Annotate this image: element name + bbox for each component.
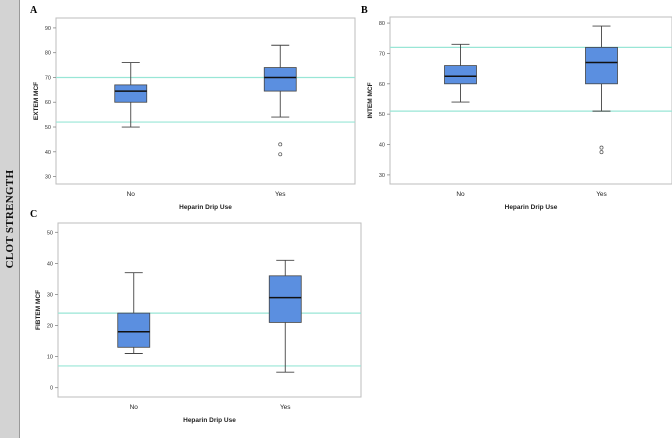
y-axis-title: FIBTEM MCF xyxy=(35,290,42,330)
x-category-label: No xyxy=(456,191,465,198)
y-tick-label: 60 xyxy=(45,100,51,106)
y-tick-label: 50 xyxy=(47,230,53,236)
plot-frame xyxy=(57,222,362,398)
y-tick-label: 30 xyxy=(47,292,53,298)
y-tick-label: 40 xyxy=(379,143,385,149)
x-category-label: No xyxy=(130,404,139,411)
outlier-point xyxy=(278,152,283,157)
box-iqr xyxy=(263,67,297,92)
x-category-label: No xyxy=(127,191,136,198)
panel-letter-b: B xyxy=(361,5,368,16)
x-axis-title: Heparin Drip Use xyxy=(179,204,232,211)
panel-letter-a: A xyxy=(30,5,38,16)
y-tick-label: 20 xyxy=(47,324,53,330)
side-label: CLOT STRENGTH xyxy=(4,169,16,269)
y-tick-label: 30 xyxy=(45,175,51,181)
y-tick-label: 60 xyxy=(379,82,385,88)
x-axis-title: Heparin Drip Use xyxy=(183,417,236,424)
plot-frame xyxy=(55,17,356,185)
box-iqr xyxy=(268,275,302,323)
y-tick-label: 10 xyxy=(47,355,53,361)
y-axis-title: INTEM MCF xyxy=(367,82,374,118)
box-iqr xyxy=(585,46,618,85)
y-tick-label: 0 xyxy=(50,386,53,392)
y-tick-label: 80 xyxy=(379,21,385,27)
y-tick-label: 50 xyxy=(45,125,51,131)
y-tick-label: 50 xyxy=(379,112,385,118)
x-category-label: Yes xyxy=(280,404,291,411)
panel-letter-c: C xyxy=(30,209,38,220)
y-tick-label: 80 xyxy=(45,51,51,57)
y-tick-label: 90 xyxy=(45,26,51,32)
side-banner: CLOT STRENGTH xyxy=(0,0,20,438)
x-category-label: Yes xyxy=(275,191,286,198)
y-tick-label: 70 xyxy=(45,75,51,81)
x-category-label: Yes xyxy=(596,191,607,198)
box-iqr xyxy=(444,65,477,85)
outlier-point xyxy=(599,150,604,155)
chart-intem: 30 40 50 60 70 80 No Yes Heparin Drip Use INTEM M… xyxy=(367,16,672,211)
y-tick-label: 40 xyxy=(47,261,53,267)
plot-frame xyxy=(389,16,672,185)
outlier-point xyxy=(278,142,283,147)
chart-fibtem: 0 10 20 30 40 50 No Yes Heparin Drip Use FIBTEM M… xyxy=(35,222,362,424)
box-iqr xyxy=(114,84,148,103)
y-tick-label: 70 xyxy=(379,51,385,57)
box-iqr xyxy=(117,312,151,348)
x-axis-title: Heparin Drip Use xyxy=(505,204,558,211)
y-tick-label: 40 xyxy=(45,150,51,156)
chart-extem: 30 40 50 60 70 80 90 No Yes Heparin Drip Use EXTEM… xyxy=(33,17,356,211)
y-axis-title: EXTEM MCF xyxy=(33,82,40,120)
y-tick-label: 30 xyxy=(379,173,385,179)
outlier-point xyxy=(599,145,604,150)
